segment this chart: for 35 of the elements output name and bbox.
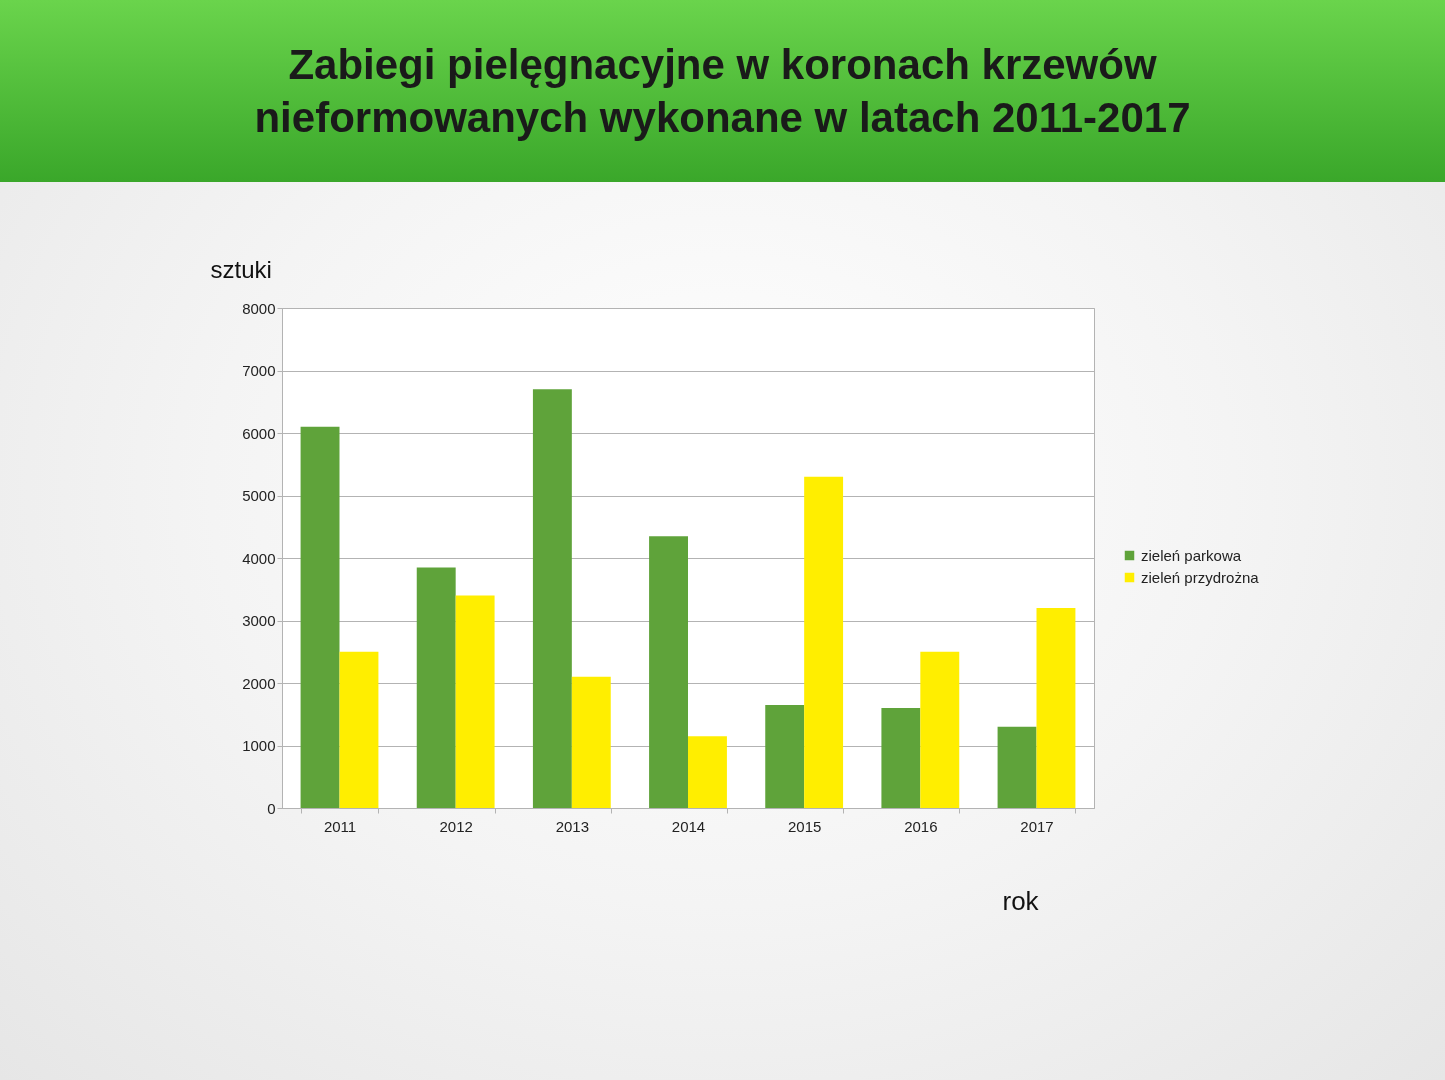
x-tick-label: 2011 bbox=[323, 817, 357, 835]
y-tick-label: 1000 bbox=[242, 737, 276, 754]
x-tick-label: 2013 bbox=[555, 817, 590, 835]
legend-label: zieleń przydrożna bbox=[1141, 568, 1260, 586]
bar bbox=[765, 704, 805, 808]
bar bbox=[920, 651, 960, 808]
bar bbox=[416, 567, 456, 808]
bar bbox=[804, 476, 844, 808]
bar bbox=[997, 726, 1037, 808]
y-tick-label: 0 bbox=[267, 799, 276, 817]
bar bbox=[1036, 608, 1076, 808]
y-tick-label: 4000 bbox=[242, 549, 276, 567]
bar bbox=[881, 708, 921, 808]
chart-title: Zabiegi pielęgnacyjne w koronach krzewów nieformowanych wykonane w latach 2011-2017 bbox=[253, 40, 1192, 143]
x-tick-label: 2014 bbox=[671, 817, 706, 835]
bar bbox=[455, 595, 495, 808]
x-axis-title: rok bbox=[1002, 885, 1040, 916]
legend-label: zieleń parkowa bbox=[1141, 546, 1242, 564]
bar bbox=[300, 426, 340, 808]
y-tick-label: 3000 bbox=[242, 612, 276, 629]
y-tick-label: 7000 bbox=[242, 362, 276, 379]
y-tick-label: 2000 bbox=[242, 674, 276, 692]
y-axis-title: sztuki bbox=[210, 255, 272, 283]
y-tick-label: 5000 bbox=[242, 487, 276, 504]
y-tick-label: 8000 bbox=[242, 299, 276, 317]
bar bbox=[688, 736, 727, 808]
x-tick-label: 2016 bbox=[904, 817, 938, 835]
bar bbox=[339, 651, 379, 808]
x-tick-label: 2012 bbox=[439, 817, 473, 835]
bar bbox=[532, 389, 572, 808]
bar bbox=[571, 676, 611, 808]
bar bbox=[649, 536, 688, 808]
x-tick-label: 2017 bbox=[1020, 817, 1054, 835]
y-tick-label: 6000 bbox=[242, 424, 276, 442]
x-tick-label: 2015 bbox=[787, 817, 822, 835]
